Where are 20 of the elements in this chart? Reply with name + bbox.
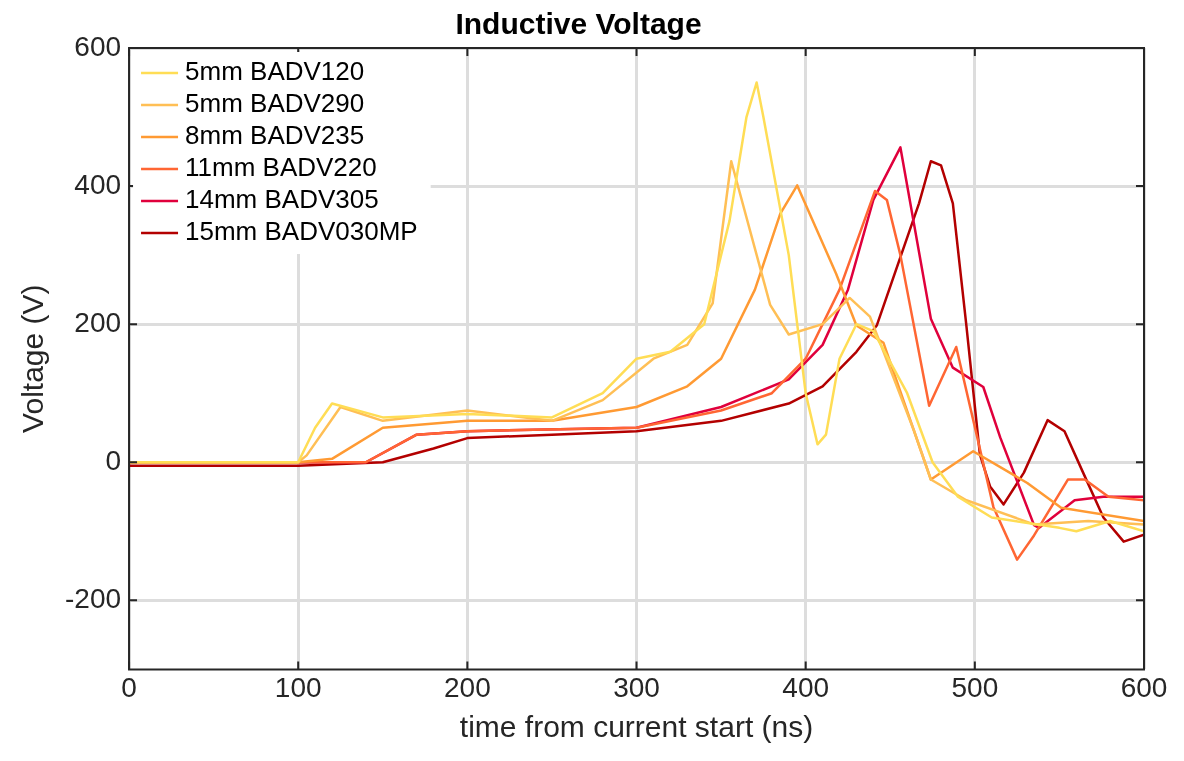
y-axis-title: Voltage (V) bbox=[16, 284, 50, 433]
legend-label: 15mm BADV030MP bbox=[185, 216, 418, 247]
legend-label: 5mm BADV290 bbox=[185, 88, 365, 119]
y-tick-label: 400 bbox=[74, 168, 122, 200]
legend-label: 8mm BADV235 bbox=[185, 120, 365, 151]
y-tick-label: 200 bbox=[74, 306, 122, 338]
x-axis-title: time from current start (ns) bbox=[459, 710, 814, 744]
legend-label: 5mm BADV120 bbox=[185, 56, 365, 87]
x-tick-label: 200 bbox=[444, 671, 491, 703]
legend-label: 14mm BADV305 bbox=[185, 184, 379, 215]
y-tick-label: -200 bbox=[64, 583, 122, 615]
x-tick-label: 300 bbox=[613, 671, 660, 703]
y-tick-label: 0 bbox=[105, 444, 122, 476]
chart-title: Inductive Voltage bbox=[455, 7, 702, 41]
x-tick-label: 400 bbox=[782, 671, 830, 703]
x-tick-label: 100 bbox=[274, 671, 322, 703]
legend-label: 11mm BADV220 bbox=[185, 152, 377, 183]
x-tick-label: 600 bbox=[1120, 671, 1168, 703]
x-tick-label: 500 bbox=[951, 671, 999, 703]
y-tick-label: 600 bbox=[74, 30, 122, 62]
